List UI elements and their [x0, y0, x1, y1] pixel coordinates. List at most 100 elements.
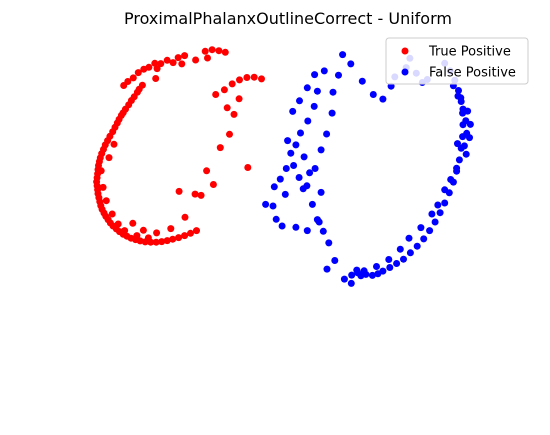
data-point — [405, 234, 413, 242]
data-point — [212, 91, 220, 98]
data-point — [151, 59, 159, 67]
data-point — [121, 227, 129, 235]
data-point — [457, 94, 465, 102]
data-point — [197, 191, 205, 199]
data-point — [209, 181, 217, 188]
data-point — [426, 227, 434, 235]
data-point — [269, 202, 277, 210]
data-point — [221, 48, 229, 56]
data-point — [325, 239, 333, 247]
data-point — [167, 225, 175, 233]
data-point — [303, 84, 311, 92]
data-point — [272, 215, 280, 223]
data-point — [462, 150, 470, 158]
data-point — [169, 235, 177, 243]
data-point — [262, 200, 270, 208]
data-point — [289, 107, 297, 115]
data-point — [300, 153, 308, 161]
legend-frame — [385, 37, 529, 85]
data-point — [153, 229, 161, 237]
data-point — [201, 47, 209, 55]
data-point — [175, 187, 183, 195]
data-point — [163, 56, 171, 64]
legend-marker-true-positive — [401, 47, 409, 55]
data-point — [335, 71, 342, 79]
data-point — [110, 140, 118, 148]
data-point — [393, 260, 401, 267]
data-point — [313, 87, 321, 95]
data-point — [310, 102, 318, 110]
data-point — [413, 242, 421, 250]
data-point — [230, 110, 238, 118]
data-point — [290, 162, 298, 169]
data-point — [105, 154, 113, 162]
data-point — [303, 227, 311, 235]
data-point — [129, 219, 137, 227]
data-point — [331, 257, 339, 264]
data-point — [303, 182, 311, 190]
data-point — [226, 130, 233, 138]
data-point — [281, 190, 289, 198]
data-point — [153, 65, 161, 73]
data-point — [428, 210, 436, 218]
data-point — [191, 190, 199, 198]
series-true-positive — [93, 46, 265, 246]
legend-label-false-positive: False Positive — [429, 66, 516, 81]
data-point — [431, 218, 439, 226]
data-point — [317, 146, 325, 154]
data-point — [379, 267, 387, 275]
data-point — [454, 140, 461, 148]
data-point — [317, 188, 325, 196]
plot-area — [93, 46, 474, 287]
data-point — [406, 249, 414, 257]
data-point — [379, 95, 387, 103]
data-point — [208, 46, 216, 54]
data-point — [152, 75, 160, 82]
data-point — [466, 134, 473, 142]
data-point — [347, 279, 355, 287]
data-point — [193, 227, 200, 235]
data-point — [447, 176, 455, 183]
data-point — [284, 137, 292, 145]
data-point — [296, 97, 303, 105]
data-point — [134, 69, 142, 77]
data-point — [385, 256, 393, 263]
data-point — [400, 255, 407, 263]
data-point — [436, 209, 444, 217]
data-point — [329, 88, 337, 96]
data-point — [129, 74, 137, 82]
data-point — [181, 213, 189, 221]
data-point — [306, 169, 314, 177]
data-point — [319, 227, 327, 235]
data-point — [223, 104, 231, 112]
data-point — [360, 267, 368, 275]
data-point — [453, 164, 461, 172]
data-point — [204, 54, 211, 62]
data-point — [320, 67, 328, 75]
data-point — [420, 235, 428, 243]
data-point — [97, 167, 105, 175]
data-point — [215, 47, 223, 55]
data-point — [287, 149, 295, 157]
data-point — [460, 142, 468, 150]
data-point — [434, 201, 442, 209]
data-point — [108, 210, 116, 218]
data-point — [144, 234, 152, 242]
data-point — [258, 75, 265, 83]
data-point — [368, 271, 376, 279]
data-point — [120, 82, 128, 89]
data-point — [174, 54, 182, 62]
data-point — [464, 107, 472, 115]
data-point — [282, 165, 290, 172]
data-point — [339, 51, 347, 59]
data-point — [297, 129, 304, 137]
data-point — [244, 164, 252, 171]
data-point — [163, 237, 171, 245]
data-point — [102, 197, 110, 205]
data-point — [139, 226, 147, 234]
data-point — [181, 232, 189, 240]
data-point — [187, 229, 194, 237]
data-point — [311, 165, 319, 172]
legend: True Positive False Positive — [385, 37, 529, 85]
data-point — [243, 74, 251, 81]
